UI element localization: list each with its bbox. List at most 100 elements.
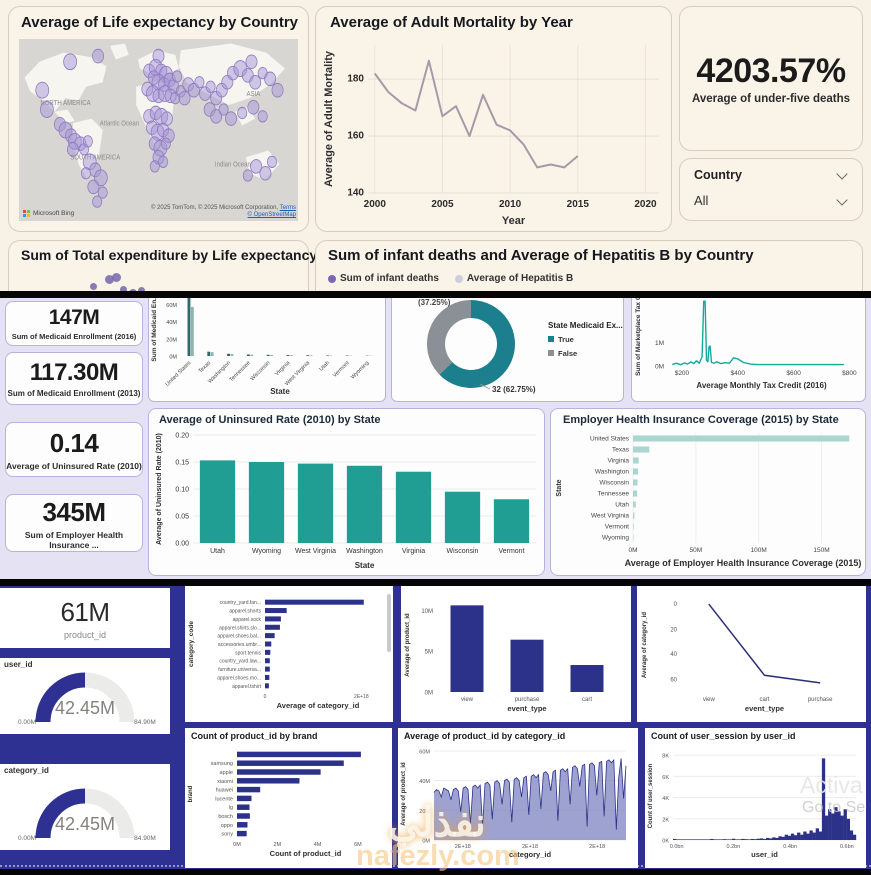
- product-id-kpi-card[interactable]: 61M product_id: [0, 588, 170, 648]
- svg-text:United States: United States: [590, 436, 630, 443]
- chevron-down-icon[interactable]: [836, 194, 848, 206]
- filter-value[interactable]: All: [694, 193, 709, 208]
- svg-text:Indian Ocean: Indian Ocean: [215, 161, 251, 169]
- under-five-deaths-kpi-card[interactable]: 4203.57% Average of under-five deaths: [679, 6, 863, 151]
- svg-text:Count of product_id: Count of product_id: [270, 849, 342, 858]
- svg-text:0M: 0M: [169, 355, 177, 361]
- svg-text:$600: $600: [786, 370, 801, 377]
- svg-text:2020: 2020: [634, 199, 657, 210]
- svg-text:oppo: oppo: [221, 823, 233, 829]
- watermark-dotted-line: [0, 865, 871, 867]
- svg-text:100M: 100M: [751, 547, 767, 554]
- medicaid-by-state-plot[interactable]: 60M 40M 20M 0M State Sum of Medicaid En... Uni…: [149, 298, 385, 400]
- svg-text:0.05: 0.05: [175, 514, 189, 521]
- user-session-hist-plot[interactable]: 8K 6K 4K 2K 0K 0.0bn 0.2bn 0.4bn 0.6bn user_id Cou…: [645, 744, 864, 866]
- svg-text:40M: 40M: [419, 779, 430, 785]
- svg-text:event_type: event_type: [745, 704, 784, 713]
- category-id-gauge-plot[interactable]: 42.45M 0.00M 84.90M: [0, 764, 170, 850]
- svg-text:150M: 150M: [813, 547, 829, 554]
- svg-text:State: State: [355, 561, 375, 570]
- chart-legend: Sum of infant deaths Average of Hepatiti…: [328, 273, 573, 284]
- category-code-plot[interactable]: 0 2E+18 Average of category_id category_cod…: [185, 590, 389, 720]
- kpi-label: Average of under-five deaths: [691, 93, 851, 105]
- category-area-plot[interactable]: 60M 40M 20M 0M 2E+18 2E+18 2E+18 category_id Ave…: [398, 744, 636, 866]
- kpi-label: Average of Uninsured Rate (2010): [6, 461, 142, 471]
- legend-item[interactable]: Sum of infant deaths: [328, 273, 439, 284]
- uninsured-rate-kpi-card[interactable]: 0.14 Average of Uninsured Rate (2010): [5, 422, 143, 477]
- svg-text:5M: 5M: [425, 650, 433, 656]
- svg-text:84.90M: 84.90M: [134, 719, 156, 726]
- adult-mortality-plot[interactable]: 180 160 140 2000 2005 2010 2015 2020 Year Average…: [320, 35, 669, 229]
- svg-text:Virginia: Virginia: [274, 360, 292, 378]
- svg-text:42.45M: 42.45M: [55, 698, 115, 718]
- svg-text:Utah: Utah: [615, 502, 629, 509]
- world-map-plot[interactable]: NORTH AMERICA ASIA SOUTH AMERICA Atlantic O…: [19, 39, 298, 221]
- unins-svg: 0.20 0.15 0.10 0.05 0.00 State Average of Unin…: [156, 433, 536, 570]
- expenditure-scatter-plot[interactable]: [9, 269, 308, 291]
- brand-bars-plot[interactable]: 0M 2M 4M 6M Count of product_id brand samsung a…: [185, 746, 390, 866]
- svg-text:4M: 4M: [314, 842, 322, 848]
- svg-text:60M: 60M: [166, 303, 177, 309]
- svg-text:category_id: category_id: [509, 850, 552, 859]
- uninsured-rate-plot[interactable]: 0.20 0.15 0.10 0.05 0.00 State Average of Unin…: [151, 429, 544, 575]
- medicaid-expansion-donut-plot[interactable]: 32 (62.75%) (37.25%) State Medicaid Ex... T…: [392, 298, 623, 400]
- svg-text:Virginia: Virginia: [402, 548, 425, 555]
- svg-text:0.0bn: 0.0bn: [670, 844, 684, 850]
- map-terms-link[interactable]: Terms: [279, 205, 296, 211]
- infant-deaths-card: Sum of infant deaths and Average of Hepa…: [315, 240, 863, 291]
- svg-text:Vermont: Vermont: [498, 548, 524, 555]
- svg-text:furniture.universa...: furniture.universa...: [218, 667, 261, 673]
- chevron-down-icon[interactable]: [836, 168, 848, 180]
- scatter-point: [104, 275, 114, 284]
- svg-text:60: 60: [670, 677, 677, 683]
- legend-item[interactable]: Average of Hepatitis B: [454, 273, 573, 284]
- chart-title: Sum of Total expenditure by Life expecta…: [21, 247, 318, 263]
- svg-text:Sum of Marketplace Tax C...: Sum of Marketplace Tax C...: [635, 298, 642, 376]
- svg-text:Average of Employer Health Ins: Average of Employer Health Insurance Cov…: [625, 558, 862, 568]
- scrollbar[interactable]: [387, 594, 391, 652]
- event-type-bars-plot[interactable]: 10M 5M 0M event_type Average of product_id vi…: [401, 590, 629, 720]
- kpi-value: 147M: [48, 306, 100, 329]
- svg-text:cart: cart: [582, 697, 592, 703]
- medicaid-by-state-card: 60M 40M 20M 0M State Sum of Medicaid En... Uni…: [148, 298, 386, 402]
- user-id-gauge-plot[interactable]: 42.45M 0.00M 84.90M: [0, 658, 170, 734]
- svg-text:8K: 8K: [662, 754, 669, 760]
- svg-text:view: view: [461, 697, 474, 703]
- gauge-title: user_id: [4, 660, 33, 669]
- medicaid-svg: 60M 40M 20M 0M State Sum of Medicaid En... Uni…: [151, 298, 372, 396]
- svg-text:Count of user_session: Count of user_session: [648, 763, 654, 828]
- svg-text:2000: 2000: [364, 199, 387, 210]
- svg-text:0.00: 0.00: [175, 541, 189, 548]
- svg-text:apparel.shorts: apparel.shorts: [229, 609, 261, 615]
- svg-text:1M: 1M: [655, 340, 664, 347]
- svg-text:Wyoming: Wyoming: [350, 360, 370, 380]
- svg-text:Vermont: Vermont: [332, 360, 351, 379]
- svg-text:view: view: [703, 697, 716, 703]
- svg-text:Atlantic Ocean: Atlantic Ocean: [100, 120, 140, 128]
- svg-text:Wisconsin: Wisconsin: [250, 360, 272, 382]
- svg-text:2M: 2M: [273, 842, 281, 848]
- gauge1-svg: 42.45M 0.00M 84.90M: [18, 672, 156, 726]
- employer-insurance-kpi-card[interactable]: 345M Sum of Employer Health Insurance ..…: [5, 494, 143, 552]
- bing-logo-icon: [23, 210, 30, 217]
- category-area-card: Average of product_id by category_id 60M…: [398, 728, 638, 868]
- svg-text:2E+18: 2E+18: [354, 694, 369, 700]
- section-divider: [0, 291, 871, 298]
- top-dashboard-section: Average of Life expectancy by Country NO…: [0, 0, 871, 291]
- svg-text:20M: 20M: [419, 809, 430, 815]
- svg-text:xiaomi: xiaomi: [217, 779, 233, 785]
- medicaid-2016-kpi-card[interactable]: 147M Sum of Medicaid Enrollment (2016): [5, 301, 143, 346]
- svg-text:50M: 50M: [690, 547, 703, 554]
- event-type-line-plot[interactable]: 0 20 40 60 event_type Average of category_id v…: [637, 590, 864, 720]
- map-osm-link[interactable]: © OpenStreetMap: [247, 212, 296, 218]
- employer-coverage-plot[interactable]: 0M 50M 100M 150M Average of Employer Health …: [553, 429, 865, 575]
- svg-text:0.00M: 0.00M: [18, 719, 36, 726]
- svg-text:2E+18: 2E+18: [589, 844, 605, 850]
- marketplace-tax-plot[interactable]: 1M 0M $200 $400 $600 $800 Average Monthly Tax …: [632, 298, 865, 400]
- bottom-dashboard-section: 61M product_id user_id 42.45M 0.00M 84.90M…: [0, 586, 871, 869]
- medicaid-2013-kpi-card[interactable]: 117.30M Sum of Medicaid Enrollment (2013…: [5, 352, 143, 405]
- svg-text:0M: 0M: [628, 547, 637, 554]
